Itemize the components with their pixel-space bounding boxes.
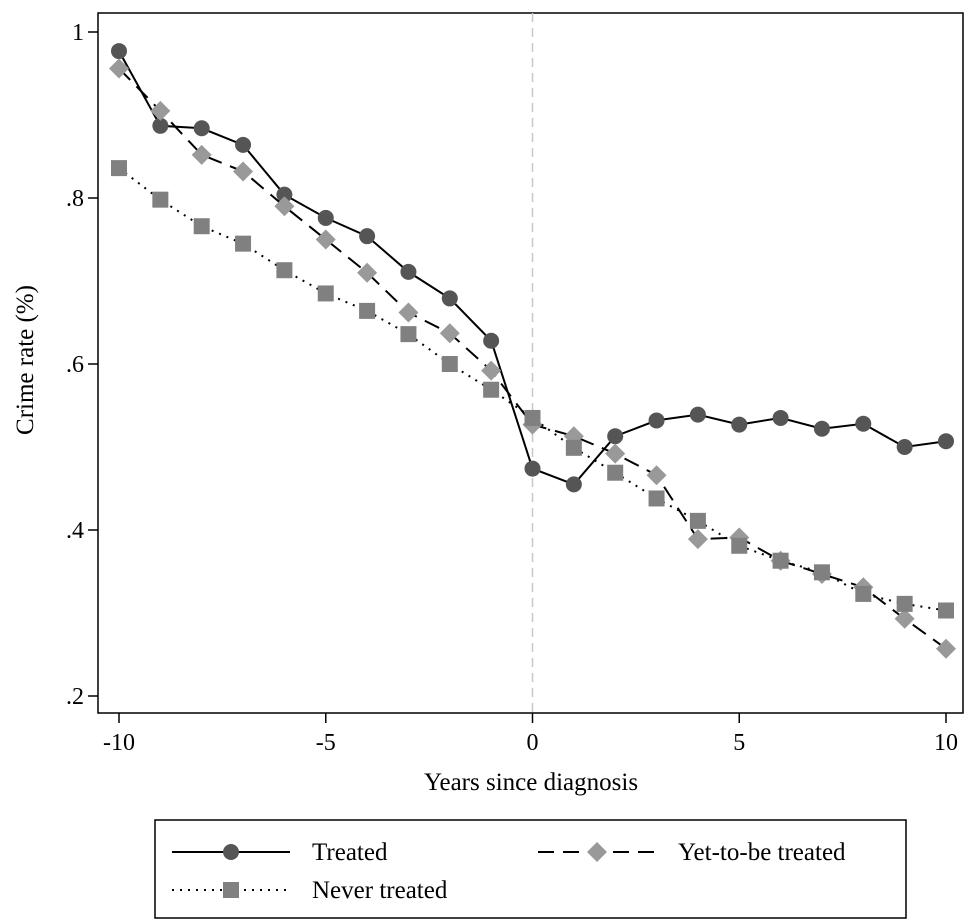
- data-point: [359, 228, 376, 245]
- data-point: [274, 196, 295, 217]
- legend: Treated Yet-to-be treated Never treated: [154, 819, 907, 919]
- data-point: [813, 564, 830, 581]
- data-point: [398, 302, 419, 323]
- data-point: [689, 512, 706, 529]
- x-tick-label: 10: [934, 730, 958, 756]
- series-never-treated: [111, 160, 954, 619]
- data-point: [687, 529, 708, 550]
- plot-area-frame: [97, 12, 964, 714]
- data-point: [772, 409, 789, 426]
- data-point: [109, 58, 129, 79]
- data-point: [315, 229, 336, 250]
- data-point: [111, 160, 127, 177]
- series-treated: [111, 43, 954, 493]
- data-point: [524, 460, 541, 477]
- y-axis: .2 .4 .6 .8 1: [66, 20, 98, 710]
- data-point: [191, 144, 212, 165]
- data-point: [524, 409, 541, 426]
- data-point: [441, 290, 458, 307]
- data-point: [565, 476, 582, 493]
- data-point: [481, 360, 502, 381]
- data-point: [813, 420, 830, 437]
- data-point: [483, 332, 500, 349]
- data-point: [235, 136, 252, 153]
- data-point: [731, 416, 748, 433]
- legend-item: Never treated: [172, 877, 448, 904]
- data-point: [357, 262, 378, 283]
- data-point: [896, 595, 913, 612]
- data-point: [235, 235, 252, 252]
- data-point: [233, 161, 254, 182]
- data-point: [648, 490, 665, 507]
- data-point: [152, 117, 169, 134]
- x-axis-title: Years since diagnosis: [424, 769, 638, 796]
- data-point: [111, 43, 127, 60]
- x-tick-label: 5: [733, 730, 745, 756]
- legend-label: Treated: [312, 839, 388, 866]
- legend-label: Never treated: [312, 877, 448, 904]
- legend-box: [154, 819, 907, 919]
- y-tick-label: .4: [66, 518, 84, 544]
- data-point: [441, 356, 458, 372]
- data-point: [894, 608, 915, 629]
- x-tick-label: -5: [316, 730, 336, 756]
- data-point: [317, 209, 334, 226]
- legend-item: Treated: [172, 839, 388, 866]
- data-point: [276, 186, 293, 203]
- data-point: [648, 412, 665, 429]
- series-line: [118, 167, 947, 612]
- legend-label: Yet-to-be treated: [678, 839, 846, 866]
- data-point: [731, 537, 748, 554]
- legend-marker-swatch: [223, 844, 239, 860]
- data-point: [317, 285, 334, 302]
- data-point: [150, 100, 171, 121]
- legend-item: Yet-to-be treated: [538, 839, 846, 866]
- y-axis-title: Crime rate (%): [12, 285, 39, 435]
- data-point: [605, 443, 626, 464]
- data-point: [855, 585, 872, 602]
- series-yet-to-be-treated: [109, 58, 956, 659]
- data-point: [607, 428, 624, 445]
- data-point: [689, 406, 706, 423]
- data-point: [936, 638, 956, 659]
- data-point: [483, 381, 500, 398]
- data-point: [565, 439, 582, 456]
- data-point: [400, 326, 417, 343]
- x-axis: -10 -5 0 5 10: [103, 713, 958, 756]
- data-point: [896, 439, 913, 455]
- legend-marker-swatch: [587, 842, 607, 862]
- y-tick-label: .8: [66, 186, 84, 212]
- data-point: [855, 415, 872, 432]
- x-tick-label: -10: [103, 730, 135, 756]
- data-point: [938, 602, 954, 619]
- data-point: [152, 191, 169, 208]
- data-point: [607, 464, 624, 481]
- series-layer: [109, 43, 956, 659]
- data-point: [400, 263, 417, 280]
- y-tick-label: 1: [72, 20, 84, 46]
- data-point: [193, 218, 210, 235]
- data-point: [938, 433, 954, 450]
- legend-marker-swatch: [223, 882, 239, 898]
- data-point: [193, 120, 210, 137]
- y-tick-label: .6: [66, 352, 84, 378]
- data-point: [359, 302, 376, 319]
- y-tick-label: .2: [66, 684, 84, 710]
- data-point: [646, 465, 667, 486]
- data-point: [439, 323, 460, 344]
- data-point: [276, 262, 293, 279]
- data-point: [772, 552, 789, 569]
- x-tick-label: 0: [527, 730, 539, 756]
